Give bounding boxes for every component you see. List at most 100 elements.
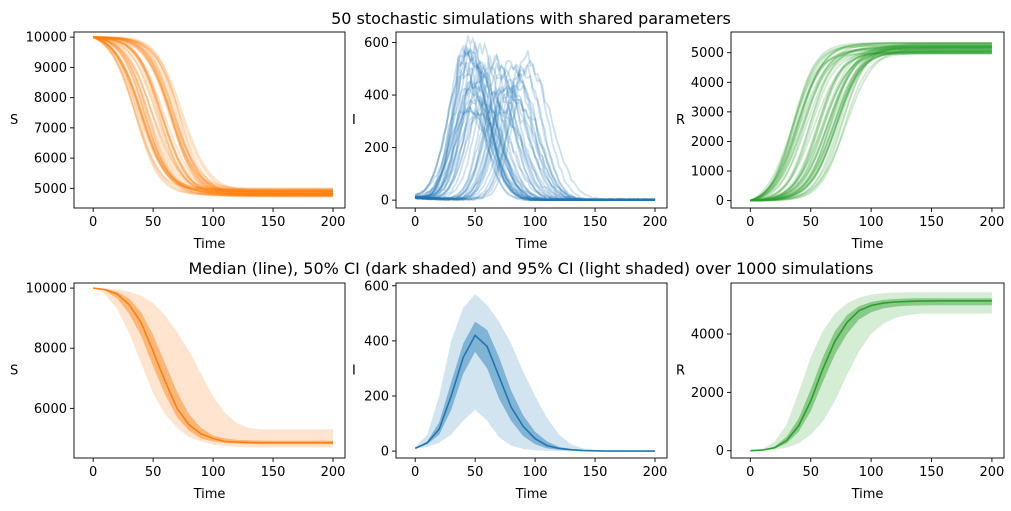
y-axis-label: S [10, 364, 18, 379]
simulation-line [415, 46, 656, 202]
simulation-line [750, 51, 992, 202]
simulation-line [750, 46, 992, 202]
simulation-line [414, 107, 655, 202]
simulation-line [414, 98, 656, 202]
simulation-line [750, 42, 992, 202]
simulation-line [93, 36, 333, 195]
plot-area [750, 292, 992, 452]
plot-area [92, 36, 333, 198]
y-tick-label: 4000 [691, 76, 724, 91]
x-tick-label: 50 [802, 215, 819, 230]
y-tick-label: 4000 [691, 328, 724, 343]
simulation-line [92, 36, 333, 191]
simulation-line [749, 52, 992, 202]
axes-frame [395, 282, 668, 459]
simulation-line [93, 36, 333, 193]
simulation-line [93, 36, 333, 193]
x-axis-label: Time [851, 237, 884, 252]
axes-frame [730, 282, 1005, 459]
simulation-line [93, 36, 333, 197]
simulation-line [750, 44, 992, 202]
simulation-line [750, 47, 992, 202]
simulation-line [92, 36, 333, 194]
simulation-line [414, 63, 656, 202]
simulation-line [749, 42, 992, 202]
x-tick-label: 0 [89, 465, 97, 480]
simulation-line [93, 36, 333, 192]
plot-area [414, 35, 656, 202]
simulation-line [414, 95, 655, 202]
simulation-line [414, 105, 655, 202]
simulation-line [750, 42, 992, 202]
median-line [93, 287, 333, 444]
axes-frame [730, 31, 1005, 209]
simulation-line [750, 50, 992, 202]
simulation-line [414, 71, 656, 202]
simulation-line [93, 36, 333, 197]
simulation-line [414, 73, 656, 202]
simulation-line [414, 62, 656, 202]
simulation-line [93, 36, 333, 197]
simulation-line [750, 47, 992, 202]
simulation-line [92, 36, 333, 195]
ci95-band [415, 294, 655, 452]
simulation-line [415, 50, 656, 202]
simulation-line [93, 36, 333, 193]
simulation-line [750, 47, 992, 202]
simulation-line [750, 46, 992, 202]
y-tick-label: 600 [364, 36, 389, 51]
y-tick-label: 6000 [34, 402, 67, 417]
y-tick-label: 200 [364, 389, 389, 404]
x-tick-label: 0 [411, 215, 419, 230]
simulation-line [415, 64, 656, 201]
simulation-line [93, 36, 333, 192]
simulation-line [93, 36, 333, 195]
y-tick-label: 2000 [691, 386, 724, 401]
simulation-line [750, 44, 992, 202]
axes-frame [73, 282, 346, 459]
simulation-line [414, 58, 656, 202]
x-tick-label: 200 [321, 465, 346, 480]
x-tick-label: 100 [523, 465, 548, 480]
simulation-line [750, 45, 992, 202]
simulation-line [750, 42, 992, 202]
x-tick-label: 0 [89, 215, 97, 230]
simulation-line [415, 44, 656, 202]
x-axis-label: Time [193, 237, 226, 252]
simulation-line [749, 49, 992, 202]
y-tick-label: 3000 [691, 105, 724, 120]
x-tick-label: 100 [523, 215, 548, 230]
simulation-line [749, 46, 992, 202]
simulation-line [92, 36, 333, 196]
simulation-line [750, 51, 992, 202]
simulation-line [750, 52, 992, 202]
simulation-line [415, 58, 656, 202]
x-axis-label: Time [193, 487, 226, 502]
x-tick-label: 200 [643, 215, 668, 230]
simulation-line [93, 36, 333, 192]
simulation-line [414, 87, 655, 202]
simulation-line [414, 64, 655, 202]
simulation-line [93, 36, 333, 198]
simulation-line [92, 36, 333, 193]
axes-frame [73, 31, 346, 209]
simulation-line [750, 42, 992, 202]
y-axis-label: R [676, 364, 685, 379]
simulation-line [93, 36, 333, 192]
subplot-bottom-I: 0 50 100 150 200 0 200 400 600 Time I [352, 279, 668, 502]
simulation-line [414, 80, 656, 202]
x-tick-label: 150 [919, 215, 944, 230]
y-tick-label: 0 [381, 194, 389, 209]
simulation-line [750, 46, 992, 202]
y-tick-label: 200 [364, 141, 389, 156]
simulation-line [750, 47, 992, 202]
simulation-line [93, 36, 333, 193]
x-tick-label: 200 [321, 215, 346, 230]
y-tick-label: 600 [364, 279, 389, 294]
simulation-line [414, 47, 656, 202]
y-tick-label: 8000 [34, 91, 67, 106]
simulation-line [750, 46, 992, 202]
simulation-line [415, 39, 656, 202]
x-tick-label: 50 [802, 465, 819, 480]
